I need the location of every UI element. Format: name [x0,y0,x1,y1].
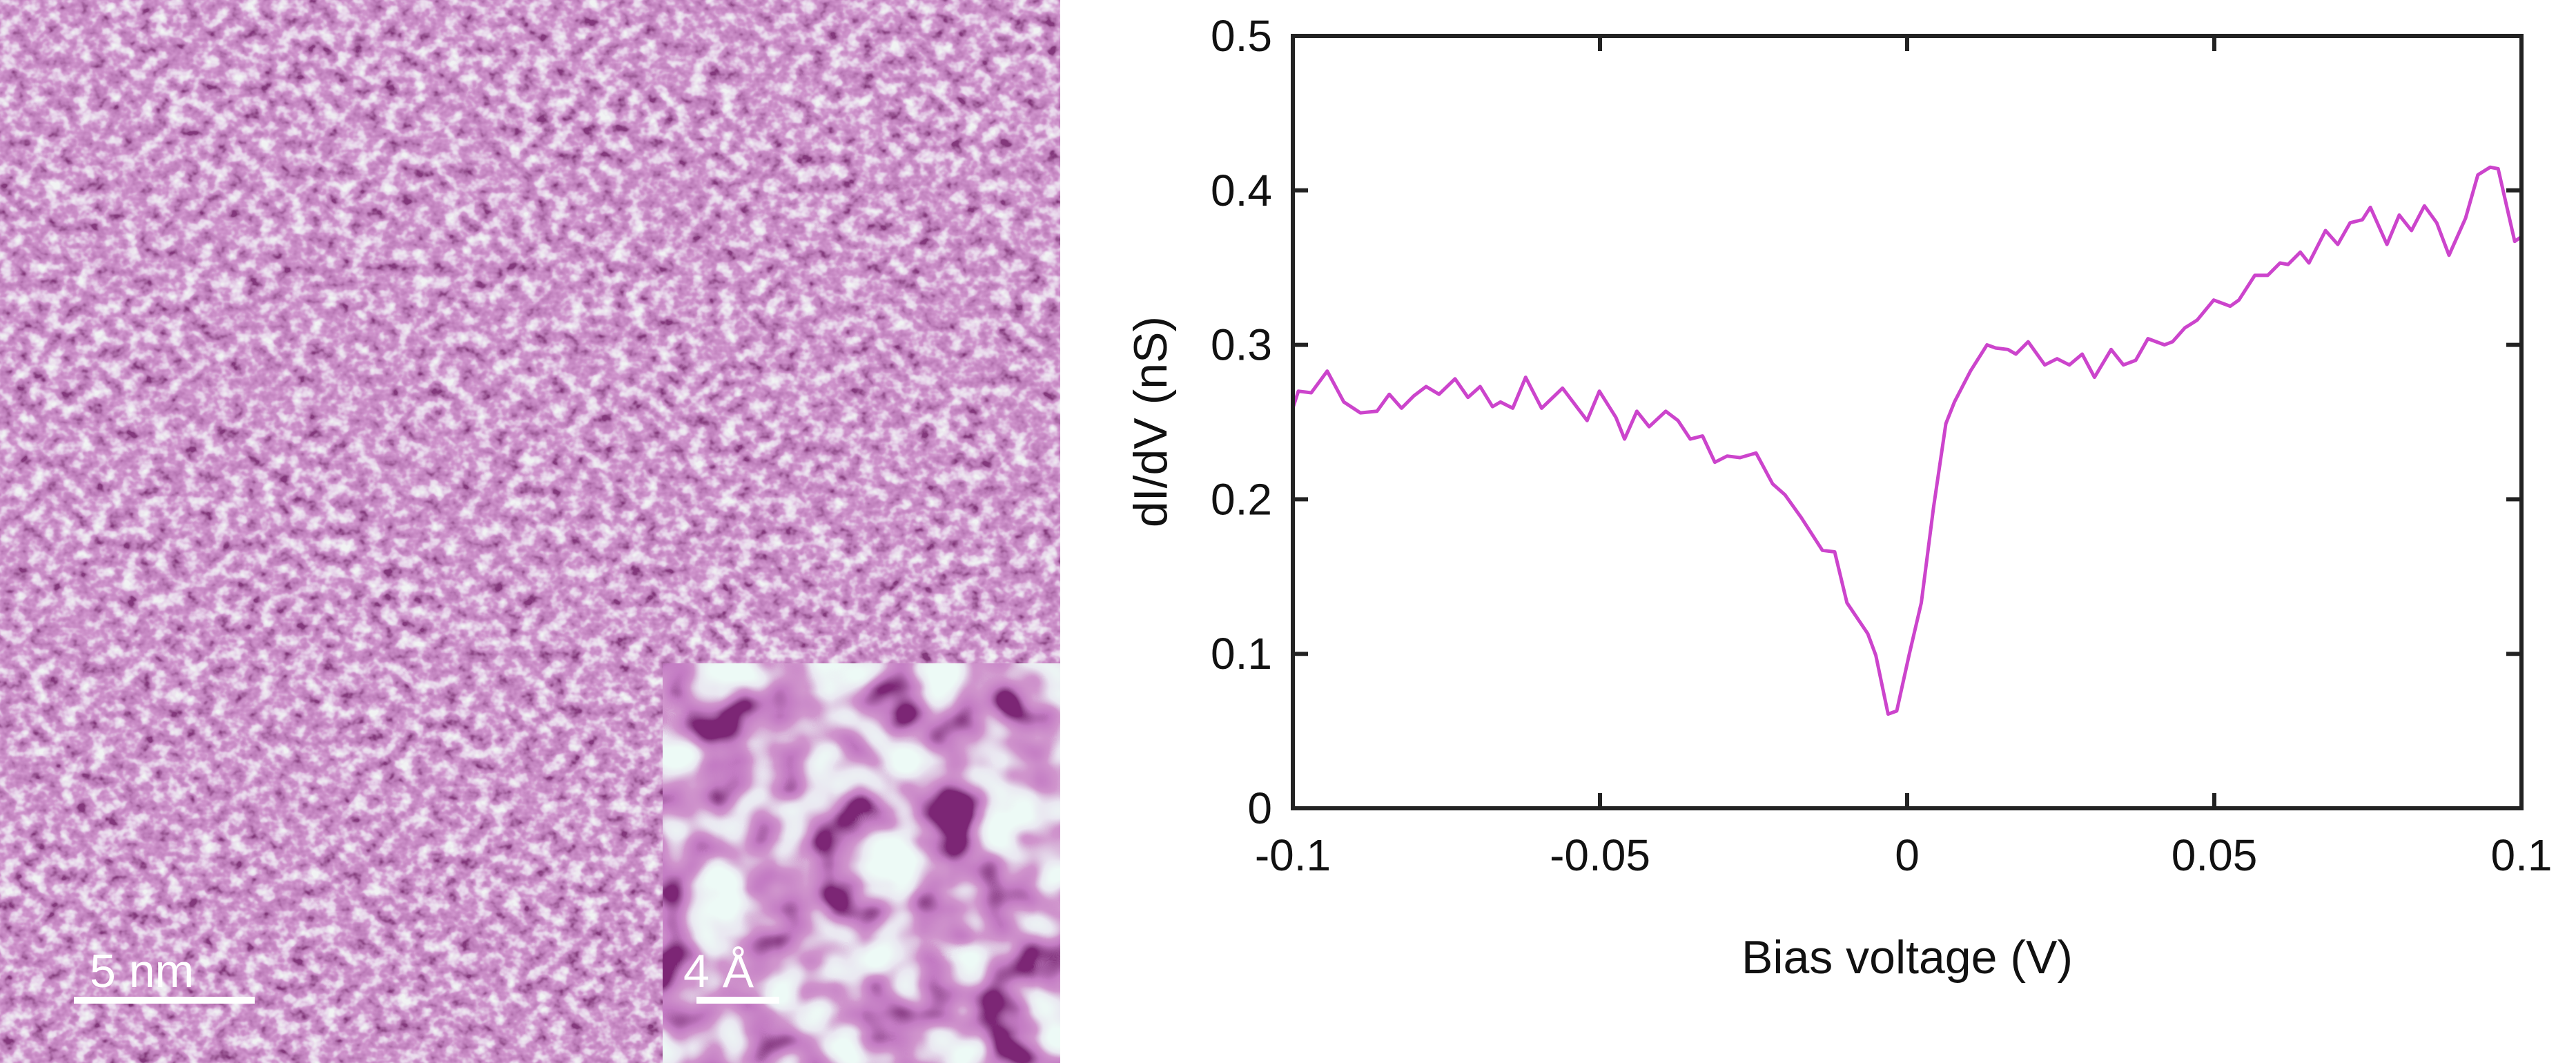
y-axis-title: dI/dV (nS) [1124,316,1177,527]
y-tick-label: 0.4 [1211,166,1272,215]
x-tick-label: 0 [1895,830,1920,880]
y-tick-label: 0.5 [1211,11,1272,61]
x-tick-label: -0.05 [1550,830,1650,880]
main-scalebar [74,997,255,1004]
inset-scalebar [696,997,779,1004]
stm-inset-scan [663,663,1060,1063]
x-axis-title: Bias voltage (V) [1741,931,2073,984]
inset-scalebar-label: 4 Å [683,945,754,997]
x-tick-label: 0.1 [2491,830,2553,880]
main-scalebar-label: 5 nm [90,945,194,997]
y-tick-label: 0.1 [1211,629,1272,679]
y-tick-label: 0.3 [1211,320,1272,370]
y-tick-label: 0.2 [1211,474,1272,524]
stm-topography-image: 5 nm 4 Å [0,0,1060,1063]
x-tick-label: 0.05 [2172,830,2258,880]
y-tick-label: 0 [1247,783,1272,833]
x-tick-label: -0.1 [1255,830,1331,880]
plot-frame [1291,34,2524,810]
didv-series-line [1291,165,2523,716]
